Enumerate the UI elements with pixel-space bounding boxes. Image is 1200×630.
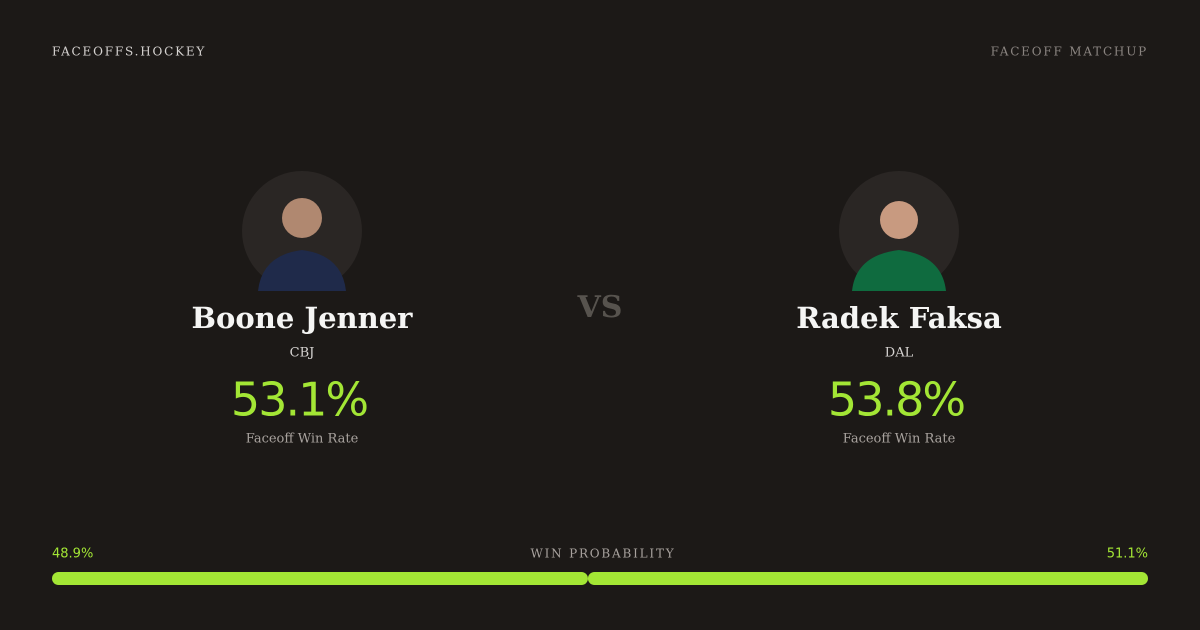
team: CBJ [290, 346, 315, 361]
win-rate-label: Faceoff Win Rate [843, 432, 956, 447]
avatar-figure [258, 198, 346, 291]
left-probability: 48.9% [52, 547, 93, 562]
win-rate-label: Faceoff Win Rate [246, 432, 359, 447]
right-probability: 51.1% [1107, 547, 1148, 562]
win-rate: 53.8% [828, 373, 964, 427]
versus: VS [577, 290, 623, 325]
brand: FACEOFFS.HOCKEY [52, 45, 206, 59]
player-name: Radek Faksa [796, 301, 1002, 335]
avatar-figure [852, 201, 946, 291]
probability-label: WIN PROBABILITY [530, 547, 675, 561]
player-card: Radek Faksa DAL 53.8% Faceoff Win Rate [796, 171, 1002, 447]
header-label: FACEOFF MATCHUP [991, 45, 1148, 59]
player-card: Boone Jenner CBJ 53.1% Faceoff Win Rate [192, 171, 414, 447]
probability-segment [587, 572, 1148, 585]
player-name: Boone Jenner [192, 301, 414, 335]
win-rate: 53.1% [231, 373, 367, 427]
probability-segment [52, 572, 588, 585]
probability-bar [52, 572, 1148, 585]
team: DAL [885, 346, 914, 361]
